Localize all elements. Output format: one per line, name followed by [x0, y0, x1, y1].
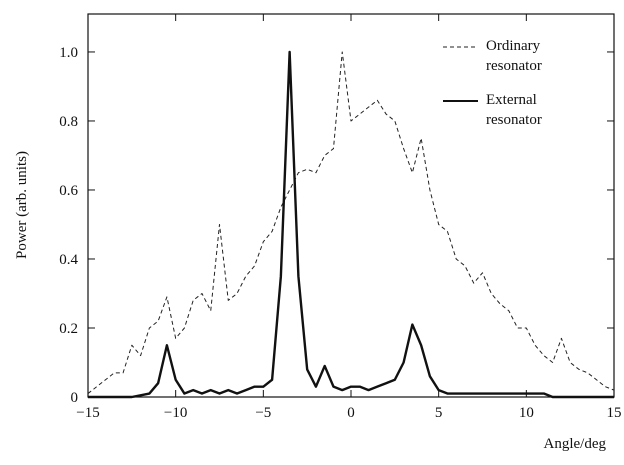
series-line [88, 50, 614, 399]
x-axis-label: Angle/deg [544, 436, 607, 452]
x-tick-label: −15 [76, 405, 99, 421]
y-axis-label: Power (arb. units) [14, 151, 30, 259]
x-tick-label: 15 [607, 405, 622, 421]
legend-label: External resonator [486, 92, 542, 128]
legend-label: Ordinary resonator [486, 38, 542, 74]
series-line [87, 51, 615, 394]
x-tick-label: 5 [435, 405, 443, 421]
x-tick-label: 0 [347, 405, 355, 421]
y-tick-label: 0.4 [59, 252, 78, 268]
y-tick-label: 1.0 [59, 45, 78, 61]
x-tick-label: −5 [255, 405, 271, 421]
y-tick-label: 0.6 [59, 183, 78, 199]
y-tick-label: 0.8 [59, 114, 78, 130]
x-tick-label: 10 [519, 405, 534, 421]
x-tick-label: −10 [164, 405, 187, 421]
y-tick-label: 0 [71, 390, 79, 406]
y-tick-label: 0.2 [59, 321, 78, 337]
